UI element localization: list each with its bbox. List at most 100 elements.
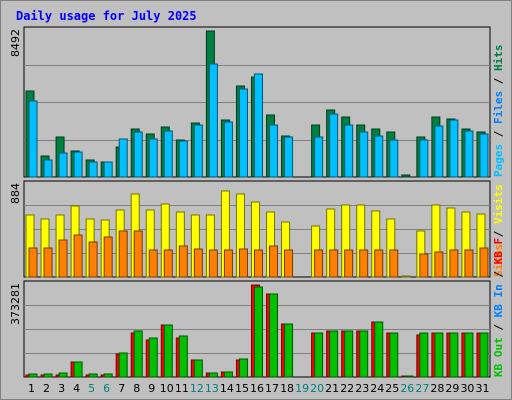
bar-pages-day-1 [28,100,38,178]
bar-kb-out-day-24 [374,321,384,378]
legend-item: Pages [492,144,505,177]
bar-sites-day-16 [253,249,263,278]
x-tick-labels: 1 2 3 4 5 6 7 8 9 10 11 12 13 14 15 16 17 18 19 20 21 22 23 24 2… [28,382,489,395]
bar-pages-day-10 [163,130,173,178]
bar-kb-out-day-2 [43,373,53,378]
x-tick-day-7: 7 [118,382,125,395]
bar-pages-day-24 [374,135,384,178]
bar-visits-day-26 [401,275,411,278]
x-tick-day-28: 28 [430,382,444,395]
bar-sites-day-13 [208,249,218,278]
x-tick-day-6: 6 [103,382,110,395]
x-tick-day-19: 19 [295,382,309,395]
bar-pages-day-15 [238,88,248,178]
bar-sites-day-10 [163,249,173,278]
bar-sites-day-9 [148,249,158,278]
bar-pages-day-21 [329,113,339,178]
bar-kb-out-day-4 [73,361,83,378]
x-tick-day-9: 9 [148,382,155,395]
bar-pages-day-5 [88,161,98,178]
bar-sites-day-18 [284,249,294,278]
bar-pages-day-7 [118,138,128,178]
legend-visits-sites: Sites / Visits [492,184,505,277]
bar-kb-out-day-21 [329,330,339,378]
bar-sites-day-5 [88,241,98,278]
bar-kb-out-day-25 [389,332,399,378]
legend-item: Visits [492,184,505,224]
bar-kb-out-day-11 [178,335,188,378]
bar-sites-day-15 [238,248,248,278]
bar-kb-out-day-28 [434,332,444,378]
bar-pages-day-11 [178,140,188,178]
bar-hits-day-26 [401,174,411,178]
bar-pages-day-2 [43,159,53,178]
bar-sites-day-25 [389,249,399,278]
x-tick-day-1: 1 [28,382,35,395]
bar-kb-out-day-15 [238,358,248,378]
x-tick-day-10: 10 [160,382,174,395]
bar-pages-day-12 [193,124,203,178]
bar-pages-day-31 [479,133,489,178]
bar-pages-day-28 [434,125,444,178]
bar-sites-day-23 [359,249,369,278]
bar-sites-day-4 [73,234,83,278]
x-tick-day-5: 5 [88,382,95,395]
legend-item: KB Out [492,337,505,377]
panel-hits-files-pages: 8492 Pages / Files / Hits [9,26,505,178]
x-tick-day-14: 14 [220,382,234,395]
bar-kb-out-day-31 [479,332,489,378]
bar-pages-day-27 [419,139,429,178]
x-tick-day-29: 29 [445,382,459,395]
bar-sites-day-6 [103,236,113,278]
bar-sites-day-8 [133,230,143,278]
x-tick-day-8: 8 [133,382,140,395]
bar-sites-day-11 [178,245,188,278]
bar-kb-out-day-20 [314,332,324,378]
bar-pages-day-18 [284,136,294,178]
x-tick-day-20: 20 [310,382,324,395]
x-tick-day-4: 4 [73,382,80,395]
legend-hits-files-pages: Pages / Files / Hits [492,45,505,178]
x-tick-day-25: 25 [385,382,399,395]
bar-pages-day-22 [344,124,354,178]
bar-pages-day-25 [389,139,399,178]
bar-pages-day-14 [223,121,233,178]
y-max-label: 8492 [9,29,22,57]
bar-sites-day-29 [449,249,459,278]
bar-pages-day-16 [253,73,263,178]
bar-sites-day-1 [28,247,38,278]
bar-kb-out-day-30 [464,332,474,378]
bar-kb-out-day-5 [88,373,98,378]
bar-kb-out-day-8 [133,330,143,378]
x-tick-day-15: 15 [235,382,249,395]
bar-sites-day-14 [223,249,233,278]
bar-sites-day-22 [344,249,354,278]
panel-visits-sites: 884 Sites / Visits [9,180,505,278]
bar-sites-day-20 [314,249,324,278]
bar-kb-out-day-7 [118,352,128,378]
bar-sites-day-27 [419,253,429,278]
x-tick-day-11: 11 [175,382,189,395]
bar-kb-out-day-13 [208,372,218,378]
bar-kb-out-day-27 [419,332,429,378]
y-max-label: 884 [9,183,22,204]
x-tick-day-24: 24 [370,382,384,395]
x-tick-day-12: 12 [190,382,204,395]
bar-kb-out-day-26 [404,375,414,378]
x-tick-day-31: 31 [475,382,489,395]
x-tick-day-17: 17 [265,382,279,395]
x-tick-day-16: 16 [250,382,264,395]
x-tick-day-3: 3 [58,382,65,395]
bar-kb-out-day-18 [284,323,294,378]
bar-pages-day-29 [449,119,459,178]
legend-separator: / [492,224,505,244]
legend-separator: / [492,124,505,144]
bar-kb-out-day-1 [28,373,38,378]
legend-item: Files [492,91,505,124]
bar-sites-day-7 [118,230,128,278]
bar-kb-out-day-9 [148,337,158,378]
bar-kb-out-day-29 [449,332,459,378]
legend-item: Hits [492,45,505,72]
bar-pages-day-8 [133,131,143,178]
bar-kb-out-day-17 [269,293,279,378]
